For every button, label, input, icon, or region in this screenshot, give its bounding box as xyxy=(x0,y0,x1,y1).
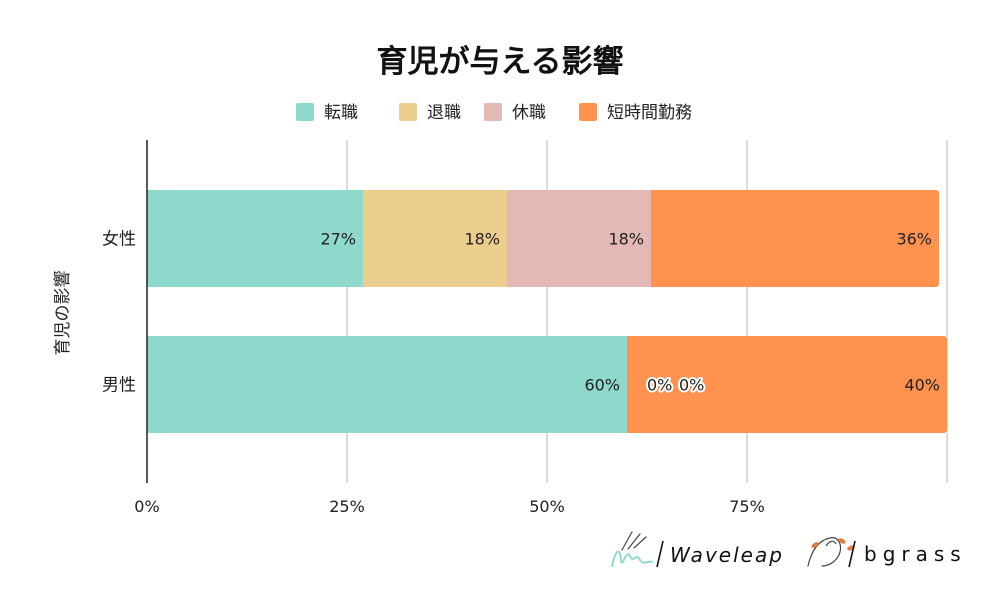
waveleap-wordmark: Waveleap xyxy=(670,543,784,567)
x-tick-label: 0% xyxy=(134,497,159,516)
bar-segment-end xyxy=(935,336,947,433)
bar-segment xyxy=(507,190,651,287)
bar-segment xyxy=(147,336,627,433)
category-label: 男性 xyxy=(102,376,136,396)
legend-label: 退職 xyxy=(427,103,461,123)
bar-segment xyxy=(627,336,947,433)
y-axis-label: 育児の影響 xyxy=(53,271,73,356)
data-label: 40% xyxy=(904,376,940,395)
x-tick-labels: 0% 25% 50% 75% xyxy=(134,497,764,516)
bar-segment xyxy=(147,190,363,287)
bars xyxy=(147,190,947,433)
bar-segment xyxy=(363,190,507,287)
x-tick-label: 50% xyxy=(529,497,565,516)
category-label: 女性 xyxy=(102,230,136,250)
bgrass-logo: bgrass xyxy=(807,537,967,568)
data-labels: 27% 18% 18% 36% 60% 0% 0% 40% xyxy=(320,230,940,397)
legend-label: 休職 xyxy=(512,103,546,123)
bgrass-wordmark: bgrass xyxy=(864,542,967,566)
legend: 転職 退職 休職 短時間勤務 xyxy=(296,103,692,123)
data-label: 18% xyxy=(608,230,644,249)
legend-swatch xyxy=(296,103,314,121)
waveleap-logo: Waveleap xyxy=(611,531,784,568)
legend-swatch xyxy=(579,103,597,121)
legend-label: 短時間勤務 xyxy=(607,103,692,123)
data-label: 0% xyxy=(679,376,704,395)
data-label: 27% xyxy=(320,230,356,249)
chart-title: 育児が与える影響 xyxy=(376,44,623,80)
bar-segment xyxy=(651,190,939,287)
data-label: 36% xyxy=(896,230,932,249)
x-tick-label: 25% xyxy=(329,497,365,516)
bar-segment-end xyxy=(927,190,939,287)
legend-swatch xyxy=(484,103,502,121)
data-label: 0% xyxy=(647,376,672,395)
legend-label: 転職 xyxy=(324,103,358,123)
data-label: 18% xyxy=(464,230,500,249)
waveleap-mark-icon xyxy=(611,531,664,568)
x-tick-label: 75% xyxy=(729,497,765,516)
data-label: 60% xyxy=(584,376,620,395)
bgrass-mark-icon xyxy=(807,537,856,568)
legend-swatch xyxy=(399,103,417,121)
